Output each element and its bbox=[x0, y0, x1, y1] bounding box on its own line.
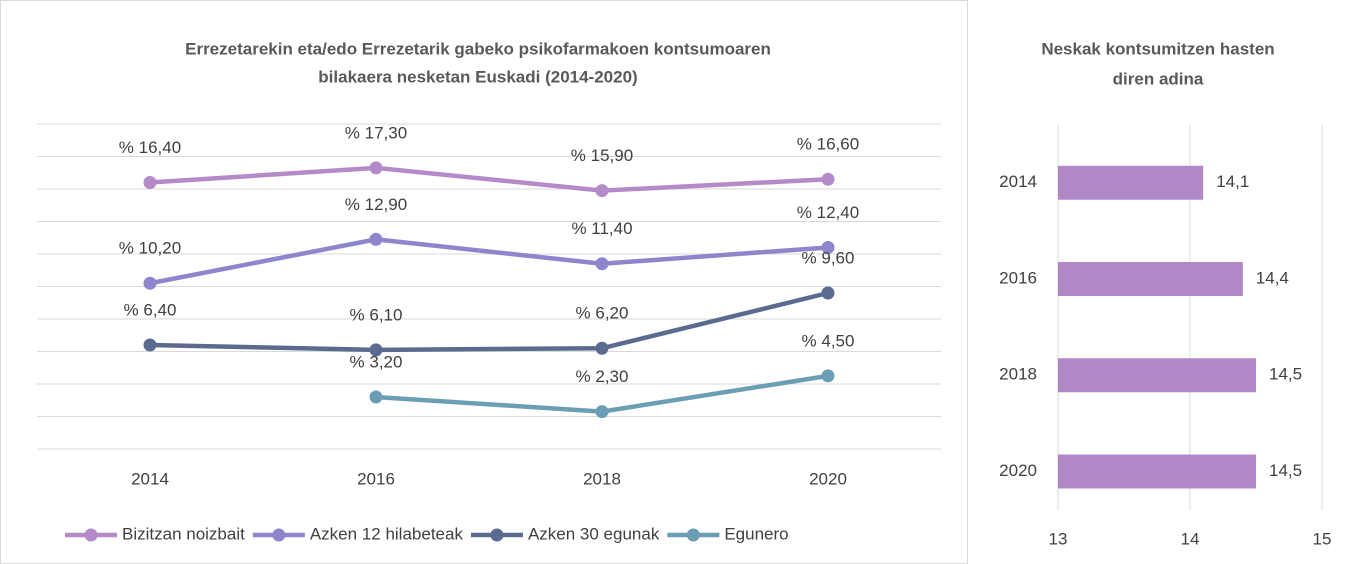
data-point bbox=[821, 172, 835, 186]
data-point bbox=[369, 161, 383, 175]
bar bbox=[1058, 165, 1204, 200]
series-line bbox=[149, 237, 829, 286]
x-tick-label: 2014 bbox=[131, 469, 169, 488]
data-point bbox=[369, 390, 383, 404]
legend-label: Azken 12 hilabeteak bbox=[310, 524, 464, 543]
data-point bbox=[143, 338, 157, 352]
data-point bbox=[595, 257, 609, 271]
data-label: % 17,30 bbox=[345, 123, 407, 142]
bar bbox=[1058, 454, 1256, 489]
y-tick-label: 2014 bbox=[999, 172, 1037, 191]
chart-title: Neskak kontsumitzen hasten bbox=[1041, 39, 1274, 58]
data-point bbox=[143, 176, 157, 189]
data-label: % 12,40 bbox=[797, 203, 859, 222]
data-point bbox=[821, 241, 835, 254]
data-point bbox=[369, 232, 383, 246]
data-label: % 16,60 bbox=[797, 135, 859, 154]
chart-title: diren adina bbox=[1113, 69, 1204, 88]
x-tick-label: 13 bbox=[1049, 529, 1068, 548]
data-point bbox=[143, 276, 157, 290]
data-label: % 4,50 bbox=[802, 331, 855, 350]
chart-title: bilakaera nesketan Euskadi (2014-2020) bbox=[318, 67, 637, 86]
data-point bbox=[821, 369, 835, 383]
data-label: % 16,40 bbox=[119, 138, 181, 157]
data-label: 14,4 bbox=[1256, 268, 1289, 287]
data-label: 14,5 bbox=[1269, 365, 1302, 384]
data-label: % 10,20 bbox=[119, 239, 181, 258]
y-tick-label: 2016 bbox=[999, 268, 1037, 287]
series-line bbox=[149, 290, 829, 353]
legend-marker bbox=[490, 528, 504, 542]
data-label: % 6,40 bbox=[124, 300, 177, 319]
bar bbox=[1058, 262, 1243, 296]
data-label: % 2,30 bbox=[576, 367, 629, 386]
legend-marker bbox=[84, 528, 98, 542]
data-point bbox=[821, 286, 835, 300]
x-tick-label: 2018 bbox=[583, 469, 621, 488]
series-line bbox=[149, 165, 829, 193]
data-point bbox=[595, 184, 609, 198]
data-label: 14,1 bbox=[1216, 172, 1249, 191]
data-label: % 15,90 bbox=[571, 146, 633, 165]
chart-title: Errezetarekin eta/edo Errezetarik gabeko… bbox=[185, 39, 771, 58]
data-label: % 9,60 bbox=[802, 248, 855, 267]
data-label: % 6,10 bbox=[350, 305, 403, 324]
data-point bbox=[369, 343, 383, 357]
x-tick-label: 14 bbox=[1181, 529, 1200, 548]
x-tick-label: 15 bbox=[1313, 529, 1332, 548]
legend-label: Bizitzan noizbait bbox=[122, 524, 245, 543]
legend-label: Egunero bbox=[724, 524, 788, 543]
data-point bbox=[595, 405, 609, 419]
bar bbox=[1058, 358, 1256, 393]
data-label: % 11,40 bbox=[571, 219, 632, 238]
x-tick-label: 2016 bbox=[357, 469, 395, 488]
data-point bbox=[595, 341, 609, 355]
legend-marker bbox=[272, 528, 286, 542]
data-label: % 12,90 bbox=[345, 195, 407, 214]
data-label: % 3,20 bbox=[350, 352, 403, 371]
legend-marker bbox=[686, 528, 700, 542]
y-tick-label: 2020 bbox=[999, 461, 1037, 480]
x-tick-label: 2020 bbox=[809, 469, 847, 488]
data-label: % 6,20 bbox=[576, 304, 629, 323]
y-tick-label: 2018 bbox=[999, 365, 1037, 384]
legend-label: Azken 30 egunak bbox=[528, 524, 660, 543]
data-label: 14,5 bbox=[1269, 461, 1302, 480]
